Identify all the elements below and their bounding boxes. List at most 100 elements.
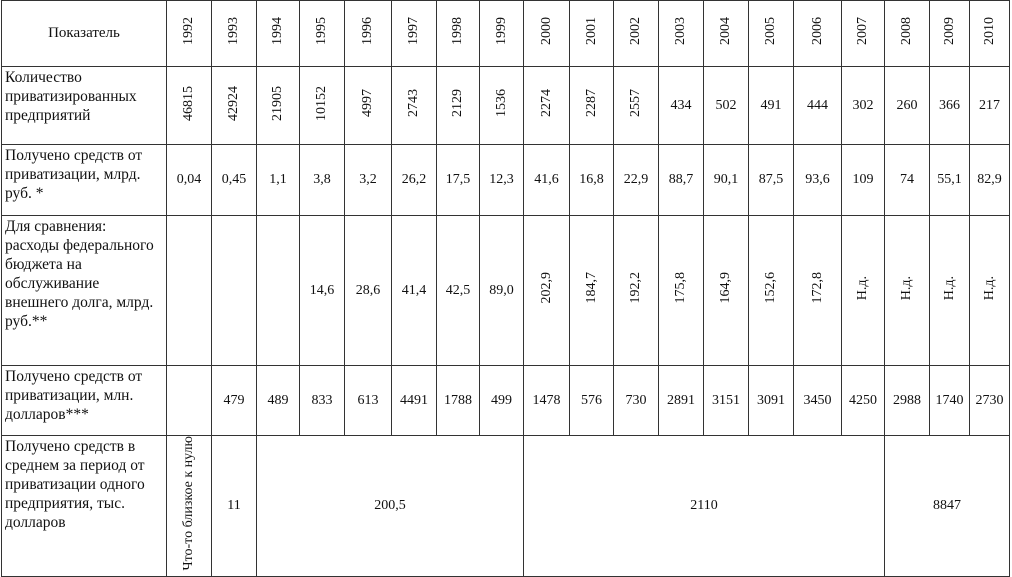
cell-text: 175,8 <box>673 272 688 304</box>
cell-text: 2007 <box>855 17 870 45</box>
table-cell: 87,5 <box>748 144 794 216</box>
table-cell: 10152 <box>299 66 345 145</box>
cell-text: 8847 <box>933 497 961 513</box>
table-cell: 1993 <box>211 0 257 67</box>
table-cell: 444 <box>793 66 842 145</box>
cell-text: 200,5 <box>374 497 406 513</box>
table-cell: 175,8 <box>658 215 704 366</box>
cell-text: Н.д. <box>855 275 870 301</box>
table-cell: 200,5 <box>256 435 524 577</box>
cell-text: 26,2 <box>401 172 427 187</box>
table-cell: 1740 <box>929 365 970 436</box>
table-cell: 42924 <box>211 66 257 145</box>
table-cell: 1999 <box>479 0 524 67</box>
table-cell: 1994 <box>256 0 300 67</box>
cell-text: 2110 <box>690 497 718 513</box>
table-cell: 730 <box>613 365 659 436</box>
table-cell: 1788 <box>436 365 480 436</box>
cell-text: 502 <box>715 97 737 113</box>
table-cell: 2988 <box>884 365 930 436</box>
table-cell: 3450 <box>793 365 842 436</box>
cell-text: 87,5 <box>758 172 784 187</box>
table-cell: 22,9 <box>613 144 659 216</box>
table-cell: 0,04 <box>166 144 212 216</box>
cell-text: 2988 <box>893 392 921 408</box>
cell-text: 2743 <box>406 89 421 117</box>
table-cell: 164,9 <box>703 215 749 366</box>
cell-text: 1992 <box>181 17 196 45</box>
table-cell: 4997 <box>344 66 392 145</box>
table-cell: 3,8 <box>299 144 345 216</box>
table-cell: 479 <box>211 365 257 436</box>
table-cell: 2110 <box>523 435 885 577</box>
cell-text: 1478 <box>532 392 561 408</box>
cell-text: 4250 <box>849 392 877 408</box>
cell-text: 2006 <box>809 17 825 45</box>
cell-text: 2009 <box>941 17 957 45</box>
table-cell: 4250 <box>841 365 885 436</box>
cell-text: 172,8 <box>809 272 825 304</box>
row-label: Количество приватизированных предприятий <box>1 66 167 145</box>
row-label: Получено средств от приватизации, млрд. … <box>1 144 167 216</box>
cell-text: 2008 <box>899 17 914 45</box>
cell-text: 164,9 <box>718 272 733 304</box>
table-cell: Н.д. <box>969 215 1010 366</box>
table-cell: 172,8 <box>793 215 842 366</box>
cell-text: 3091 <box>757 392 785 408</box>
table-cell: 28,6 <box>344 215 392 366</box>
cell-text: 192,2 <box>628 272 643 304</box>
cell-text: 499 <box>491 392 512 408</box>
table-cell: 2730 <box>969 365 1010 436</box>
table-cell: 46815 <box>166 66 212 145</box>
cell-text: 4491 <box>400 392 428 408</box>
table-cell: 2000 <box>523 0 570 67</box>
table-cell: 109 <box>841 144 885 216</box>
cell-text: 1996 <box>360 17 375 45</box>
cell-text: 46815 <box>181 85 196 121</box>
cell-text: 1536 <box>493 89 509 117</box>
table-cell: 1998 <box>436 0 480 67</box>
cell-text: 0,45 <box>221 172 247 187</box>
table-cell: 3,2 <box>344 144 392 216</box>
cell-text: 17,5 <box>445 172 471 187</box>
table-cell: 2009 <box>929 0 970 67</box>
table-cell <box>256 215 300 366</box>
cell-text: 444 <box>807 97 828 113</box>
cell-text: 22,9 <box>623 172 649 187</box>
cell-text: 613 <box>357 392 379 408</box>
data-row: Для сравнения: расходы федерального бюдж… <box>1 215 1010 366</box>
cell-text: 2004 <box>718 17 733 45</box>
cell-text: 55,1 <box>937 172 962 187</box>
cell-text: 2002 <box>628 17 643 45</box>
cell-text: 93,6 <box>805 172 830 187</box>
table-cell: 4491 <box>391 365 437 436</box>
row-label: Для сравнения: расходы федерального бюдж… <box>1 215 167 366</box>
data-row: Получено средств от приватизации, млрд. … <box>1 144 1010 216</box>
table-cell: 1992 <box>166 0 212 67</box>
cell-text: 2000 <box>538 17 554 45</box>
data-row: Получено средств от приватизации, млн. д… <box>1 365 1010 436</box>
table-cell: 3091 <box>748 365 794 436</box>
cell-text: 184,7 <box>583 272 599 304</box>
cell-text: 1998 <box>450 17 465 45</box>
table-cell: 2003 <box>658 0 704 67</box>
table-cell: 14,6 <box>299 215 345 366</box>
table-cell: 1536 <box>479 66 524 145</box>
table-cell: 41,6 <box>523 144 570 216</box>
cell-text: 202,9 <box>538 272 554 304</box>
cell-text: 217 <box>979 97 1000 113</box>
cell-text: 74 <box>900 172 914 187</box>
table-cell: 1478 <box>523 365 570 436</box>
table-cell: 12,3 <box>479 144 524 216</box>
table-cell: 11 <box>211 435 257 577</box>
cell-text: 1740 <box>935 392 964 408</box>
table-cell: 152,6 <box>748 215 794 366</box>
table-cell: 88,7 <box>658 144 704 216</box>
cell-text: 10152 <box>314 85 329 121</box>
table-cell: Что-то близкое к нулю <box>166 435 212 577</box>
table-cell <box>166 215 212 366</box>
table-cell: 434 <box>658 66 704 145</box>
table-cell: 2007 <box>841 0 885 67</box>
cell-text: 576 <box>581 392 602 408</box>
cell-text: 2730 <box>975 392 1004 408</box>
